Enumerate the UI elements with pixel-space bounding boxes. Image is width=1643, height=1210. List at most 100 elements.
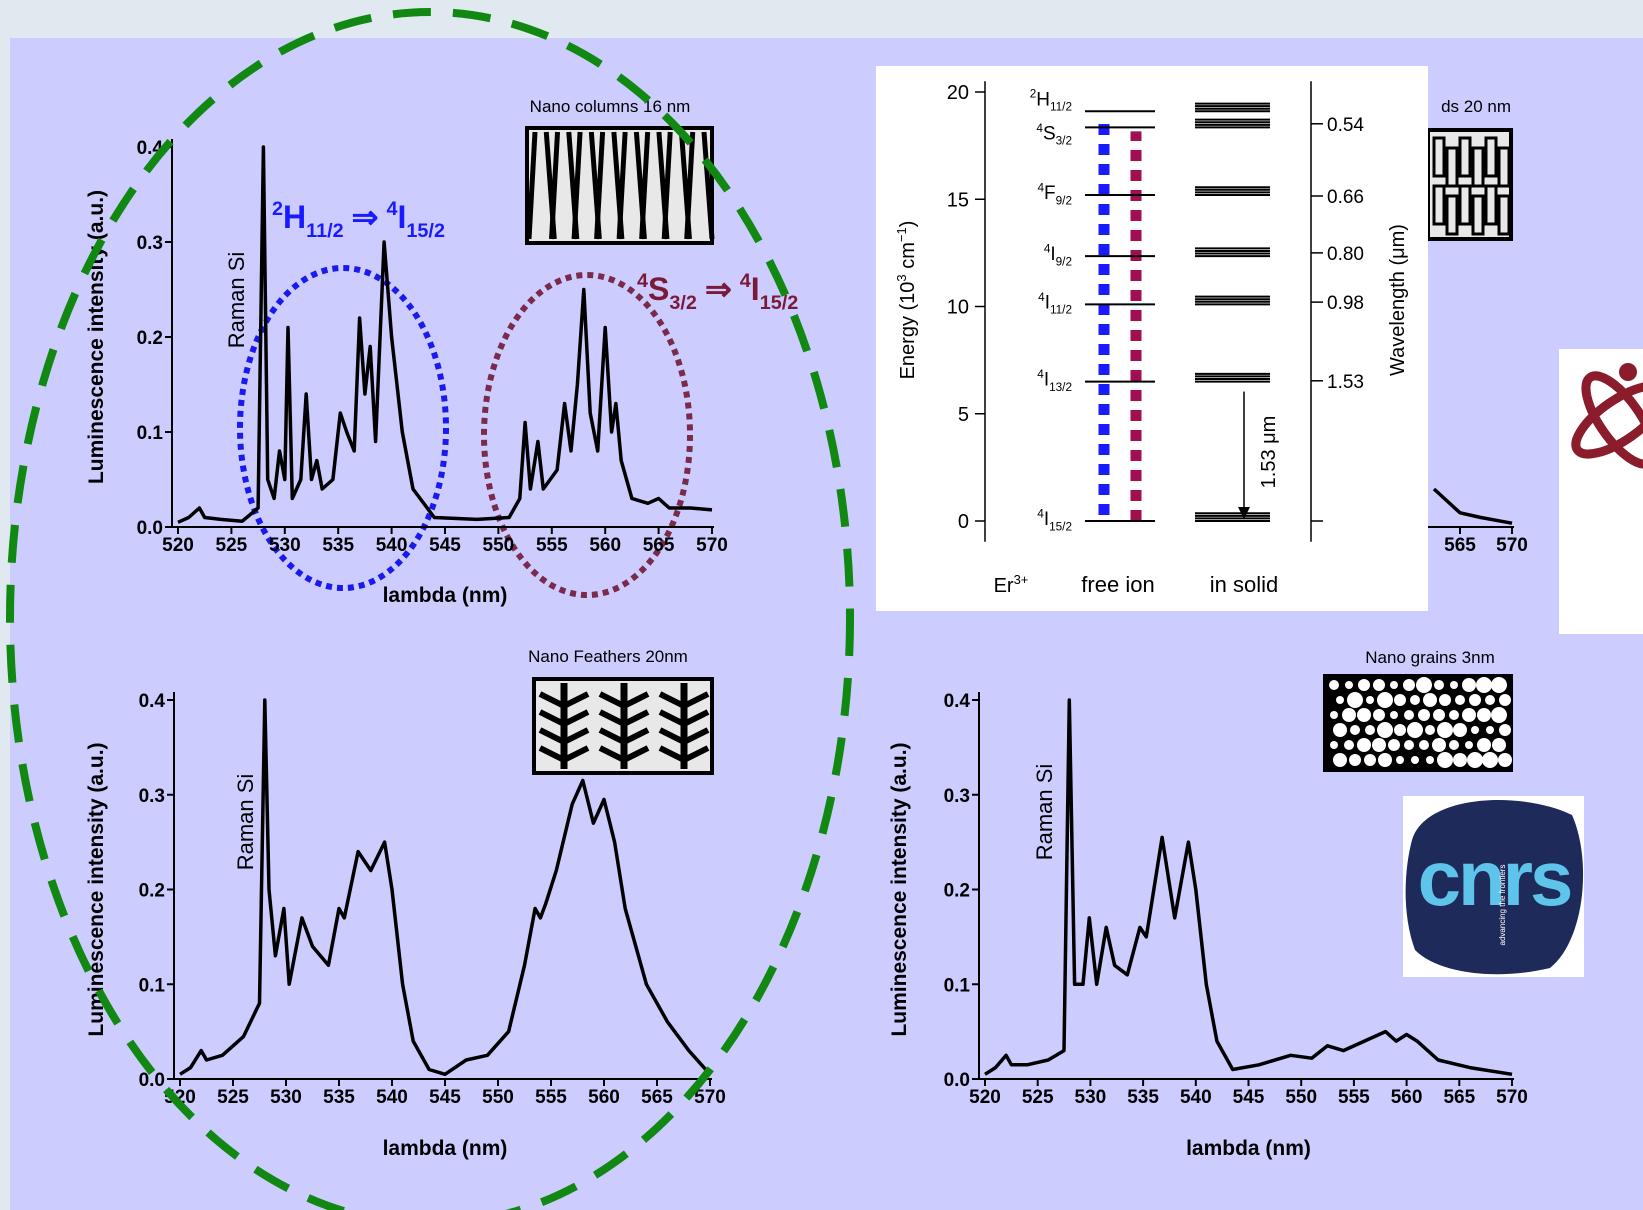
arrow-label: 1.53 μm bbox=[1258, 416, 1280, 489]
x-tick-label: 530 bbox=[270, 1087, 302, 1108]
inset-line bbox=[526, 131, 538, 240]
level-label: 4I13/2 bbox=[1037, 368, 1072, 394]
y2-axis-label: Wavelength (μm) bbox=[1387, 224, 1409, 376]
inset-shape bbox=[1394, 724, 1406, 736]
peak-annotation: Raman Si bbox=[1032, 764, 1057, 861]
highlight-ellipse bbox=[481, 272, 693, 598]
level-label: 4F9/2 bbox=[1037, 181, 1072, 207]
y-tick-label: 20 bbox=[947, 82, 969, 104]
symbol: H bbox=[1036, 89, 1050, 110]
symbol: I bbox=[1044, 509, 1049, 530]
inset-shape bbox=[1437, 752, 1453, 768]
x-tick-label: 545 bbox=[429, 535, 461, 556]
x-tick-label: 565 bbox=[1444, 535, 1476, 556]
subscript: 13/2 bbox=[1049, 381, 1072, 394]
inset-shape bbox=[1403, 679, 1415, 691]
subscript: 3/2 bbox=[1056, 135, 1072, 148]
inset-shape bbox=[1437, 722, 1453, 738]
inset-shape bbox=[1462, 708, 1476, 722]
inset-shape bbox=[1404, 740, 1414, 750]
logo-shape bbox=[1405, 800, 1584, 975]
subscript: 15/2 bbox=[1049, 520, 1072, 533]
inset-shape bbox=[1485, 695, 1495, 705]
y-tick-label: 0.1 bbox=[944, 975, 971, 996]
inset-shape bbox=[1390, 711, 1398, 719]
inset-shape bbox=[1350, 725, 1360, 735]
inset-line bbox=[622, 709, 650, 727]
x-tick-label: 555 bbox=[536, 535, 568, 556]
subscript: 9/2 bbox=[1056, 255, 1072, 268]
x-axis-label: lambda (nm) bbox=[383, 584, 508, 607]
sample-label: Nano grains 3nm bbox=[1365, 648, 1494, 667]
y2-tick-label: 1.53 bbox=[1327, 372, 1364, 393]
level-label: 4I15/2 bbox=[1037, 507, 1072, 533]
x-tick-label: 560 bbox=[588, 1087, 620, 1108]
x-tick-label: 540 bbox=[1180, 1087, 1212, 1108]
inset-shape bbox=[1407, 722, 1423, 738]
superscript: 2 bbox=[272, 198, 283, 220]
inset-shape bbox=[1388, 739, 1400, 751]
inset-line bbox=[538, 709, 566, 727]
inset-shape bbox=[1477, 738, 1491, 752]
symbol: H bbox=[283, 199, 306, 235]
x-tick-label: 565 bbox=[643, 535, 675, 556]
inset-shape bbox=[1497, 194, 1511, 236]
inset-shape bbox=[1491, 707, 1507, 723]
highlight-ellipse bbox=[237, 265, 449, 591]
inset-image bbox=[525, 126, 715, 245]
x-tick-label: 550 bbox=[483, 535, 515, 556]
inset-shape bbox=[1432, 136, 1446, 178]
y-tick-label: 15 bbox=[947, 189, 969, 211]
subscript: 15/2 bbox=[406, 220, 445, 242]
inset-shape bbox=[1373, 709, 1385, 721]
inset-shape bbox=[1394, 694, 1406, 706]
symbol: S bbox=[648, 271, 669, 307]
level-label: 4I9/2 bbox=[1044, 242, 1072, 268]
y-tick-label: 0.3 bbox=[137, 233, 163, 254]
spectrum-line bbox=[177, 145, 713, 524]
inset-shape bbox=[1471, 726, 1479, 734]
x-tick-label: 535 bbox=[1127, 1087, 1159, 1108]
x-tick-label: 530 bbox=[269, 535, 301, 556]
sample-label: Nano Feathers 20nm bbox=[528, 647, 688, 666]
inset-shape bbox=[1410, 695, 1420, 705]
inset-shape bbox=[1396, 756, 1404, 764]
y-axis-label: Luminescence intensity (a.u.) bbox=[85, 190, 108, 484]
inset-shape bbox=[1416, 677, 1432, 693]
inset-shape bbox=[1471, 194, 1485, 236]
inset-shape bbox=[1411, 756, 1419, 764]
x-tick-label: 525 bbox=[216, 535, 248, 556]
inset-shape bbox=[1471, 146, 1485, 188]
spectrum-line bbox=[984, 698, 1513, 1077]
inset-shape bbox=[1349, 754, 1361, 766]
y-tick-label: 0.4 bbox=[944, 691, 971, 712]
x-tick-label: 555 bbox=[535, 1087, 567, 1108]
x-tick-label: 550 bbox=[1285, 1087, 1317, 1108]
inset-shape bbox=[1449, 710, 1459, 720]
inset-shape bbox=[1482, 752, 1498, 768]
y2-tick-label: 0.98 bbox=[1327, 293, 1364, 314]
x-tick-label: 535 bbox=[323, 1087, 355, 1108]
sample-label: Nano columns 16 nm bbox=[530, 97, 691, 116]
inset-shape bbox=[1373, 679, 1385, 691]
inset-shape bbox=[1458, 184, 1472, 226]
inset-shape bbox=[1465, 741, 1473, 749]
y-axis-label: Luminescence intensity (a.u.) bbox=[85, 742, 108, 1036]
x-tick-label: 570 bbox=[694, 1087, 726, 1108]
column-label: free ion bbox=[1081, 572, 1154, 597]
transition-arrow: ⇒ bbox=[352, 199, 379, 235]
x-tick-label: 545 bbox=[429, 1087, 461, 1108]
x-tick-label: 540 bbox=[376, 1087, 408, 1108]
inset-line bbox=[658, 709, 686, 727]
superscript: 2 bbox=[1030, 88, 1037, 101]
y-tick-label: 0.1 bbox=[137, 423, 164, 444]
inset-line bbox=[562, 709, 590, 727]
y-tick-label: 0.0 bbox=[944, 1070, 970, 1091]
inset-image bbox=[532, 677, 714, 775]
inset-shape bbox=[1330, 741, 1338, 749]
inset-shape bbox=[1423, 693, 1437, 707]
y-tick-label: 0.4 bbox=[139, 691, 166, 712]
inset-shape bbox=[1453, 723, 1467, 737]
superscript: 4 bbox=[1037, 368, 1044, 381]
